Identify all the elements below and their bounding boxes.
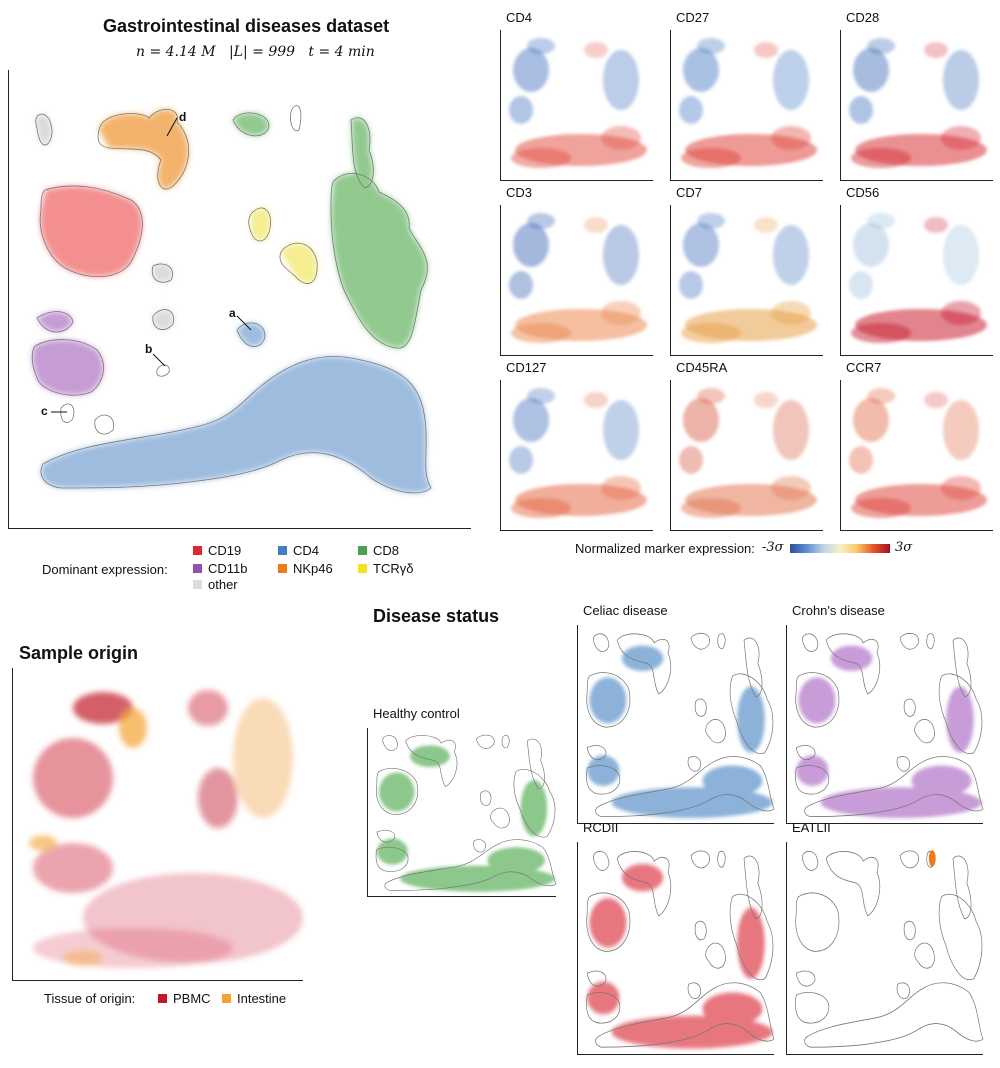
disease-panel-label-eatlii: EATLII — [792, 820, 831, 835]
marker-panel-label-cd127: CD127 — [506, 360, 547, 375]
disease-panel-healthy-control — [367, 728, 557, 897]
disease-panel-rcdii — [577, 842, 775, 1055]
swatch — [222, 994, 231, 1003]
marker-panel-cd7 — [670, 205, 823, 356]
legend-item-cd11b: CD11b — [193, 561, 248, 576]
marker-panel-ccr7 — [840, 380, 993, 531]
disease-embedding — [794, 632, 984, 818]
colorbar-min: -3σ — [762, 540, 784, 555]
disease-panel-label-celiac-disease: Celiac disease — [583, 603, 668, 618]
marker-panel-cd45ra — [670, 380, 823, 531]
swatch — [358, 546, 367, 555]
annotation-d: d — [179, 110, 187, 124]
colorbar — [790, 544, 890, 553]
main-embedding — [31, 105, 432, 494]
annotation-c: c — [41, 404, 48, 418]
cluster-cd8 — [331, 173, 428, 349]
swatch — [358, 564, 367, 573]
disease-panel-crohn-s-disease — [786, 625, 984, 824]
main-title: Gastrointestinal diseases dataset — [103, 16, 390, 36]
marker-embedding — [849, 213, 987, 343]
colorbar-max: 3σ — [895, 540, 913, 555]
annotation-b: b — [145, 342, 153, 356]
marker-panel-label-cd4: CD4 — [506, 10, 533, 25]
swatch — [193, 546, 202, 555]
disease-embedding — [375, 734, 557, 892]
marker-panel-cd28 — [840, 30, 993, 181]
marker-embedding — [679, 213, 817, 343]
swatch — [193, 580, 202, 589]
cluster-cd4 — [41, 356, 431, 493]
marker-panel-label-cd45ra: CD45RA — [676, 360, 728, 375]
swatch — [158, 994, 167, 1003]
swatch — [278, 564, 287, 573]
legend-item-pbmc: PBMC — [158, 991, 211, 1006]
annotation-a: a — [229, 306, 236, 320]
disease-panel-eatlii — [786, 842, 984, 1055]
marker-panel-label-cd28: CD28 — [846, 10, 880, 25]
marker-panel-cd127 — [500, 380, 653, 531]
sample-origin-embedding — [29, 690, 303, 968]
legend-item-intestine: Intestine — [222, 991, 286, 1006]
marker-panel-label-cd3: CD3 — [506, 185, 533, 200]
marker-embedding — [849, 388, 987, 518]
disease-embedding — [585, 850, 775, 1049]
marker-embedding — [679, 388, 817, 518]
colorbar-label: Normalized marker expression: — [575, 541, 755, 556]
disease-panel-label-rcdii: RCDII — [583, 820, 619, 835]
marker-embedding — [679, 38, 817, 168]
marker-panel-cd27 — [670, 30, 823, 181]
swatch — [278, 546, 287, 555]
marker-panel-label-cd7: CD7 — [676, 185, 703, 200]
cluster-cd19 — [40, 185, 143, 277]
legend-item-nkp46: NKp46 — [278, 561, 333, 576]
legend-title: Dominant expression: — [42, 562, 168, 577]
main-subtitle: n = 4.14 M |L| = 999 t = 4 min — [136, 44, 375, 60]
sample-origin-plot — [12, 668, 303, 981]
marker-panel-label-cd56: CD56 — [846, 185, 880, 200]
marker-panel-label-ccr7: CCR7 — [846, 360, 882, 375]
disease-panel-label-crohn-s-disease: Crohn's disease — [792, 603, 885, 618]
legend-item-cd8: CD8 — [358, 543, 399, 558]
marker-embedding — [509, 213, 647, 343]
disease-embedding — [585, 632, 775, 818]
marker-embedding — [509, 388, 647, 518]
legend-item-tcrgd: TCRγδ — [358, 561, 413, 576]
marker-panel-cd3 — [500, 205, 653, 356]
disease-panel-celiac-disease — [577, 625, 775, 824]
cluster-nkp46 — [99, 109, 189, 190]
legend-item-cd4: CD4 — [278, 543, 319, 558]
marker-embedding — [849, 38, 987, 168]
legend-item-cd19: CD19 — [193, 543, 241, 558]
cluster-cd11b — [32, 339, 104, 396]
disease-status-title: Disease status — [373, 606, 500, 626]
sample-origin-title: Sample origin — [19, 643, 139, 663]
legend-item-other: other — [193, 577, 238, 592]
main-embedding-plot: d a b c — [8, 70, 471, 529]
disease-embedding — [794, 850, 984, 1048]
marker-panel-label-cd27: CD27 — [676, 10, 710, 25]
tissue-legend-title: Tissue of origin: — [44, 991, 136, 1006]
marker-panel-cd4 — [500, 30, 653, 181]
disease-panel-label-healthy-control: Healthy control — [373, 706, 460, 721]
marker-panel-cd56 — [840, 205, 993, 356]
marker-embedding — [509, 38, 647, 168]
cluster-tcrgd — [281, 243, 318, 284]
swatch — [193, 564, 202, 573]
